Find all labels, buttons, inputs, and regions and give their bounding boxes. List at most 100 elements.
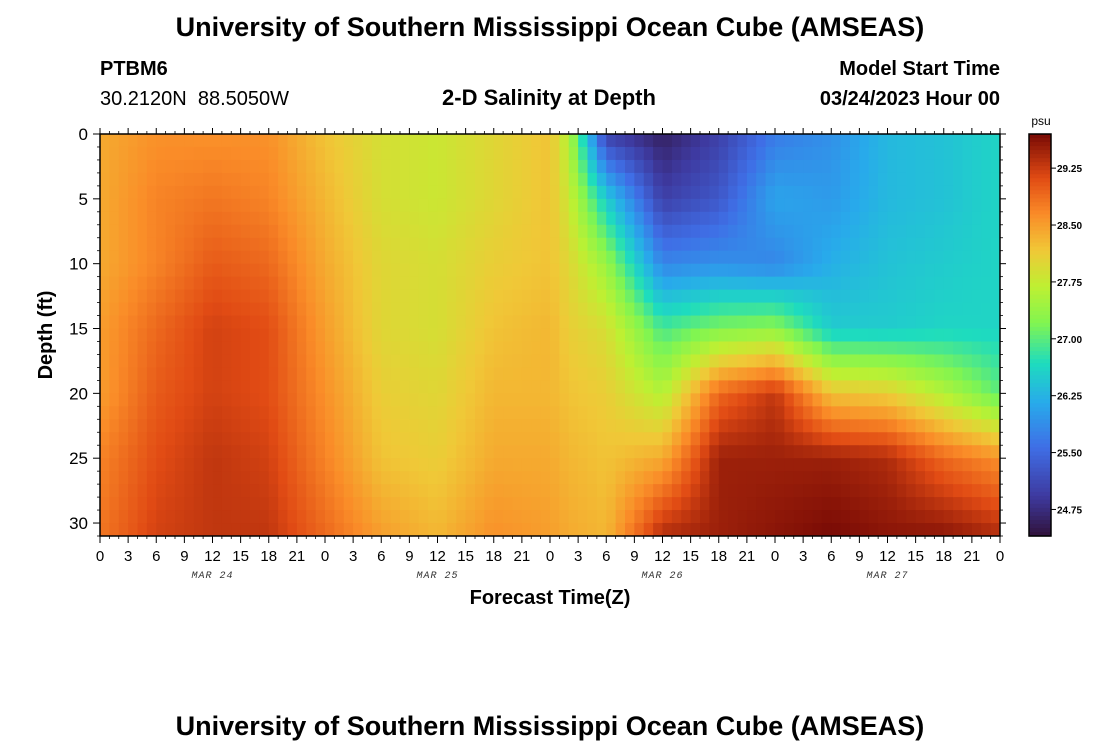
heatmap-cell [887, 172, 898, 187]
heatmap-cell [700, 367, 710, 381]
heatmap-cell [915, 302, 926, 317]
heatmap-cell [512, 328, 523, 343]
heatmap-cell [943, 380, 954, 394]
heatmap-cell [315, 134, 326, 148]
heatmap-cell [615, 445, 626, 459]
heatmap-cell [484, 380, 495, 394]
heatmap-cell [540, 224, 551, 239]
heatmap-cell [250, 354, 260, 369]
heatmap-cell [896, 380, 907, 394]
heatmap-cell [662, 432, 673, 446]
heatmap-cell [109, 484, 120, 498]
heatmap-cell [925, 393, 935, 407]
heatmap-cell [493, 302, 504, 317]
heatmap-cell [418, 289, 429, 304]
heatmap-cell [521, 237, 532, 252]
heatmap-cell [887, 289, 898, 304]
heatmap-cell [184, 354, 195, 369]
heatmap-cell [325, 419, 335, 433]
heatmap-cell [446, 302, 457, 317]
heatmap-cell [859, 172, 870, 187]
heatmap-cell [409, 432, 420, 446]
heatmap-cell [990, 211, 1000, 226]
heatmap-cell [971, 406, 982, 420]
heatmap-cell [746, 134, 757, 148]
heatmap-cell [184, 393, 195, 407]
heatmap-cell [559, 146, 570, 161]
heatmap-cell [971, 211, 982, 226]
heatmap-cell [943, 458, 954, 472]
heatmap-cell [850, 445, 860, 459]
heatmap-cell [606, 315, 617, 330]
heatmap-cell [615, 380, 626, 394]
heatmap-cell [446, 432, 457, 446]
heatmap-cell [184, 289, 195, 304]
heatmap-cell [175, 445, 185, 459]
heatmap-cell [662, 328, 673, 343]
heatmap-cell [718, 185, 729, 200]
heatmap-cell [381, 458, 392, 472]
y-tick-label: 0 [79, 125, 88, 144]
heatmap-cell [596, 419, 607, 433]
heatmap-cell [943, 393, 954, 407]
heatmap-cell [165, 393, 176, 407]
heatmap-cell [128, 289, 139, 304]
heatmap-cell [887, 159, 898, 174]
heatmap-cell [578, 419, 589, 433]
heatmap-cell [325, 237, 335, 252]
heatmap-cell [709, 263, 720, 278]
heatmap-cell [831, 172, 842, 187]
heatmap-cell [428, 276, 439, 291]
heatmap-cell [521, 146, 532, 161]
heatmap-cell [971, 458, 982, 472]
heatmap-cell [418, 484, 429, 498]
heatmap-cell [925, 315, 935, 330]
heatmap-cell [962, 198, 973, 213]
heatmap-cell [503, 263, 514, 278]
heatmap-cell [325, 484, 335, 498]
heatmap-cell [353, 341, 364, 356]
heatmap-cell [315, 185, 326, 200]
heatmap-cell [793, 237, 804, 252]
heatmap-cell [887, 211, 898, 226]
heatmap-cell [371, 211, 382, 226]
heatmap-cell [259, 367, 270, 381]
heatmap-cell [390, 419, 401, 433]
heatmap-cell [100, 458, 110, 472]
heatmap-cell [456, 510, 467, 524]
heatmap-cell [662, 419, 673, 433]
heatmap-cell [418, 134, 429, 148]
heatmap-cell [878, 211, 889, 226]
heatmap-cell [456, 432, 467, 446]
heatmap-cell [681, 445, 692, 459]
heatmap-cell [465, 497, 476, 511]
heatmap-cell [343, 328, 354, 343]
heatmap-cell [568, 289, 579, 304]
heatmap-cell [765, 224, 776, 239]
heatmap-cell [493, 211, 504, 226]
heatmap-cell [437, 471, 448, 485]
heatmap-cell [746, 406, 757, 420]
heatmap-cell [484, 315, 495, 330]
heatmap-cell [840, 172, 851, 187]
heatmap-cell [718, 354, 729, 369]
heatmap-cell [587, 367, 598, 381]
heatmap-cell [812, 185, 823, 200]
colorbar-segment [1029, 363, 1051, 368]
heatmap-cell [287, 250, 298, 265]
heatmap-cell [381, 211, 392, 226]
heatmap-cell [962, 172, 973, 187]
heatmap-cell [381, 523, 392, 536]
heatmap-cell [859, 250, 870, 265]
heatmap-cell [896, 510, 907, 524]
heatmap-cell [662, 315, 673, 330]
heatmap-cell [465, 432, 476, 446]
heatmap-cell [315, 198, 326, 213]
heatmap-cell [456, 497, 467, 511]
heatmap-cell [550, 159, 560, 174]
heatmap-cell [484, 354, 495, 369]
heatmap-cell [184, 406, 195, 420]
heatmap-cell [643, 302, 654, 317]
heatmap-cell [971, 302, 982, 317]
heatmap-cell [587, 341, 598, 356]
